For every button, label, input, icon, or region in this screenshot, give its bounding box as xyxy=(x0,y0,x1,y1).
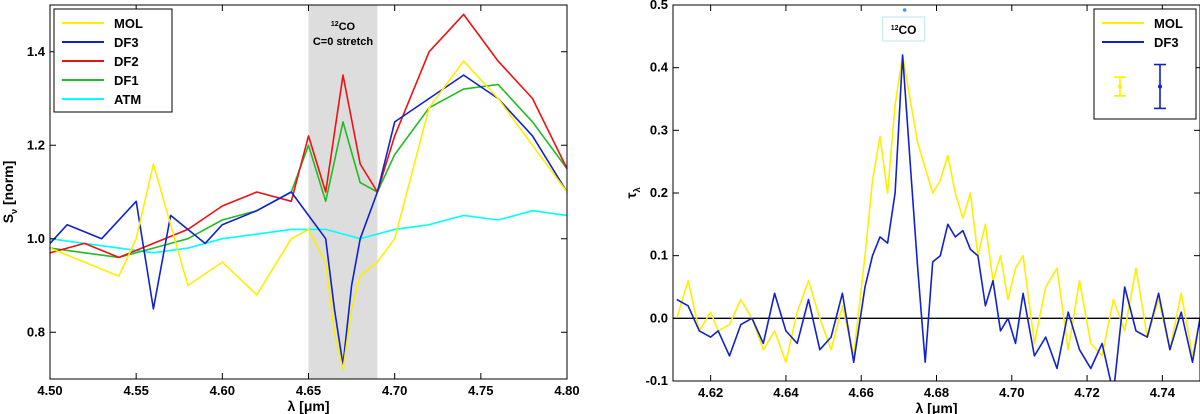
y-tick-label: 0.0 xyxy=(650,310,668,325)
plot-area xyxy=(50,5,567,379)
legend: MOL DF3 DF2 DF1 ATM xyxy=(53,8,173,113)
x-tick-label: 4.65 xyxy=(296,383,321,398)
series-line-mol xyxy=(50,60,567,371)
x-tick-label: 4.66 xyxy=(849,385,874,400)
y-tick-label: 1.2 xyxy=(27,137,45,152)
band-label-line2: C=0 stretch xyxy=(313,36,374,48)
legend-box xyxy=(1093,8,1197,120)
legend-label-mol: MOL xyxy=(114,16,143,31)
y-tick-label: 0.8 xyxy=(27,324,45,339)
chart-panel-1: 4.50 4.55 4.60 4.65 4.70 4.75 4.80 0.8 1.0 1.2 1.4… xyxy=(0,4,580,414)
x-tick-label: 4.75 xyxy=(468,383,493,398)
label-box-main: CO xyxy=(899,23,917,37)
band-label: 12CO xyxy=(331,21,356,33)
legend-label-df1: DF1 xyxy=(114,73,139,88)
x-tick-label: 4.74 xyxy=(1150,385,1176,400)
x-tick-label: 4.60 xyxy=(210,383,235,398)
legend-label-df3: DF3 xyxy=(114,35,139,50)
x-tick-label: 4.72 xyxy=(1074,385,1099,400)
y-tick-label: -0.1 xyxy=(646,373,668,388)
y-tick-label: 0.5 xyxy=(650,0,668,12)
y-axis-label-sub: ν xyxy=(9,209,19,214)
x-tick-label: 4.70 xyxy=(382,383,407,398)
label-box xyxy=(882,16,926,42)
y-tick-label: 0.2 xyxy=(650,185,668,200)
x-tick-label: 4.70 xyxy=(999,385,1024,400)
x-tick-label: 4.55 xyxy=(124,383,149,398)
y-tick-label: 1.4 xyxy=(27,44,46,59)
label-box-text: 12CO xyxy=(891,23,917,37)
error-bar-point xyxy=(1158,84,1162,89)
y-axis-label-sub: λ xyxy=(632,187,642,192)
x-axis-label: λ [μm] xyxy=(915,400,957,414)
x-tick-label: 4.50 xyxy=(37,383,62,398)
legend-label-mol: MOL xyxy=(1154,16,1183,31)
shaded-band xyxy=(308,5,378,379)
series-line-df3 xyxy=(50,74,567,366)
x-tick-label: 4.62 xyxy=(698,385,723,400)
x-axis-label: λ [μm] xyxy=(287,398,329,414)
legend-box xyxy=(53,8,173,113)
y-axis-label: Sν [norm] xyxy=(0,161,19,224)
legend-label-atm: ATM xyxy=(114,92,141,107)
label-box-sup: 12 xyxy=(891,25,899,32)
chart-panel-2: 4.62 4.64 4.66 4.68 4.70 4.72 4.74 -0.1 0.0 0.1 0.… xyxy=(623,0,1200,414)
series-line-df1 xyxy=(50,83,567,259)
error-bar-point xyxy=(1118,84,1122,89)
series-line-df2 xyxy=(50,13,567,259)
y-tick-label: 0.1 xyxy=(650,248,668,263)
y-tick-label: 1.0 xyxy=(27,231,45,246)
series-line-df3 xyxy=(676,54,1200,381)
y-axis-label-suffix: [norm] xyxy=(0,161,16,209)
x-tick-label: 4.64 xyxy=(773,385,799,400)
legend: MOL DF3 xyxy=(1093,8,1197,120)
legend-label-df3: DF3 xyxy=(1154,35,1179,50)
band-label-main: CO xyxy=(339,21,356,33)
legend-label-df2: DF2 xyxy=(114,54,139,69)
series-line-mol xyxy=(676,54,1200,364)
y-axis-label-main: τ xyxy=(623,192,639,199)
label-box-dot xyxy=(902,8,907,12)
x-tick-label: 4.80 xyxy=(554,383,579,398)
band-label-sup: 12 xyxy=(331,21,339,28)
y-axis-label: τλ xyxy=(623,187,642,198)
y-tick-label: 0.3 xyxy=(650,122,668,137)
x-tick-label: 4.68 xyxy=(924,385,949,400)
plot-area xyxy=(673,54,1200,381)
y-tick-label: 0.4 xyxy=(650,60,669,75)
y-axis-label-main: S xyxy=(0,214,16,223)
